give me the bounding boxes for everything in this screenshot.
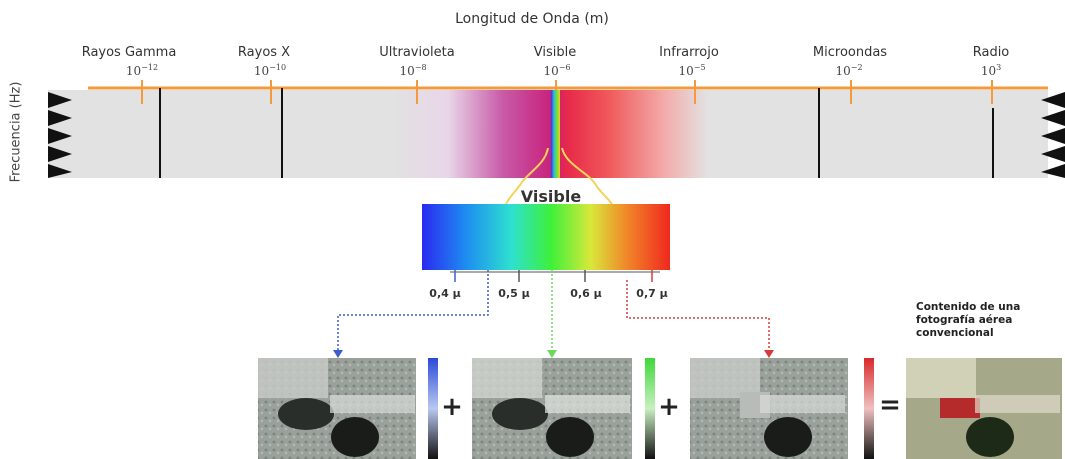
wavelength-uv: 10−8: [399, 63, 427, 78]
photo-red-band: [690, 358, 848, 459]
arrow-right-2: [1041, 110, 1065, 126]
arrow-right-3: [1041, 128, 1065, 144]
arrow-right-4: [1041, 146, 1065, 162]
arrow-left-1: [48, 92, 72, 108]
red-strip: [864, 358, 874, 459]
equals-operator: =: [879, 390, 901, 420]
band-label-radio: Radio: [972, 45, 1010, 60]
micron-label-06: 0,6 µ: [570, 287, 602, 300]
composite-note: Contenido de una fotografía aérea conven…: [916, 301, 1056, 340]
wavelength-infrared: 10−5: [678, 63, 706, 78]
arrow-right-5: [1041, 164, 1065, 178]
wavelength-microwave: 10−2: [835, 63, 863, 78]
red-arrow-head: [764, 350, 774, 358]
wavelength-radio: 103: [980, 63, 1002, 78]
green-arrow-head: [547, 350, 557, 358]
diagram-title: Longitud de Onda (m): [455, 11, 609, 27]
visible-zoom-curve-left: [505, 147, 549, 205]
plus-operator-2: +: [658, 392, 680, 422]
blue-strip: [428, 358, 438, 459]
note-line-3: convencional: [916, 327, 994, 339]
visible-title: Visible: [520, 187, 582, 206]
note-line-2: fotografía aérea: [916, 314, 1013, 326]
band-label-infrared: Infrarrojo: [659, 45, 719, 60]
photo-green-band: [472, 358, 632, 459]
green-strip: [645, 358, 655, 459]
band-label-gamma: Rayos Gamma: [81, 45, 177, 60]
band-label-visible: Visible: [533, 45, 577, 60]
band-label-microwave: Microondas: [812, 45, 888, 60]
arrow-left-2: [48, 110, 72, 126]
note-line-1: Contenido de una: [916, 301, 1021, 313]
arrow-left-4: [48, 146, 72, 162]
band-label-uv: Ultravioleta: [379, 45, 455, 60]
micron-label-05: 0,5 µ: [498, 287, 530, 300]
photo-blue-band: [258, 358, 416, 459]
micron-label-04: 0,4 µ: [429, 287, 461, 300]
micron-label-07: 0,7 µ: [636, 287, 668, 300]
red-band-connector: [626, 280, 770, 352]
arrow-left-3: [48, 128, 72, 144]
visible-narrow-band: [551, 90, 560, 178]
blue-band-connector: [337, 270, 489, 352]
wavelength-visible: 10−6: [543, 63, 571, 78]
band-label-xray: Rayos X: [237, 45, 291, 60]
plus-operator-1: +: [441, 392, 463, 422]
wavelength-xray: 10−10: [253, 63, 287, 78]
visible-spectrum-box: [422, 204, 670, 270]
visible-zoom-curve-right: [561, 147, 613, 205]
arrow-left-5: [48, 164, 72, 178]
wavelength-gamma: 10−12: [125, 63, 159, 78]
spectrum-band: [48, 90, 1048, 178]
arrow-right-1: [1041, 92, 1065, 108]
photo-color-composite: [906, 358, 1062, 459]
blue-arrow-head: [333, 350, 343, 358]
